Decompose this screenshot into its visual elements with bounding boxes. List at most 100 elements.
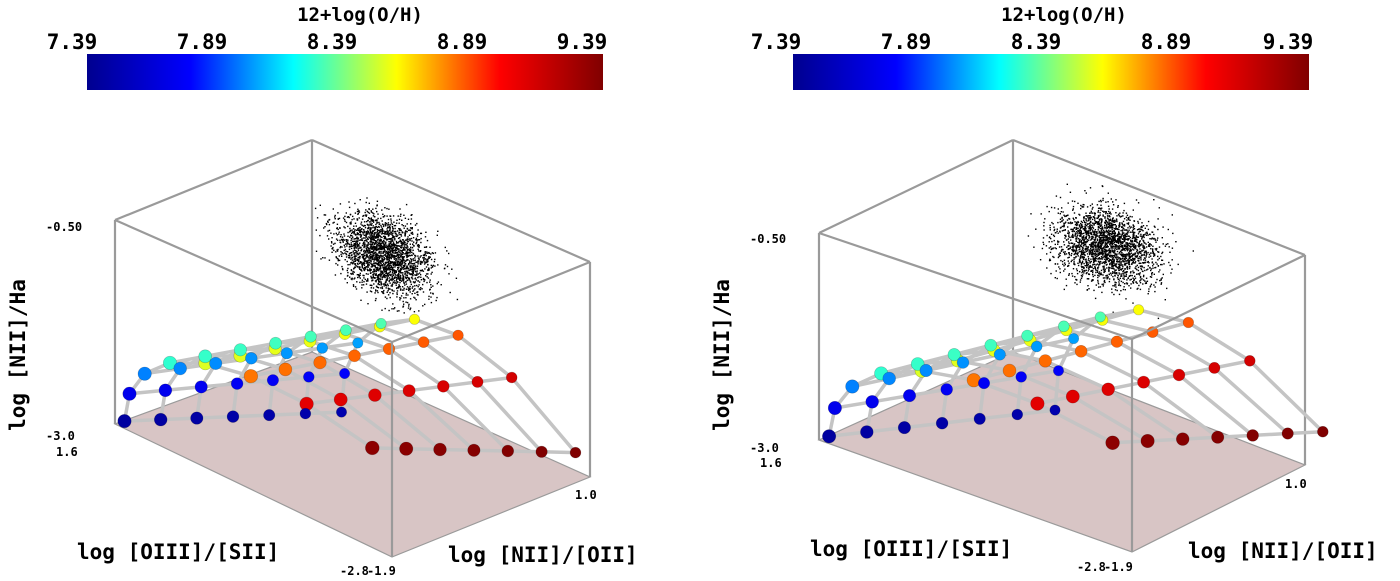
galaxy-point bbox=[1098, 241, 1100, 243]
galaxy-point bbox=[1075, 240, 1077, 242]
galaxy-point bbox=[1053, 239, 1055, 242]
galaxy-point bbox=[1121, 229, 1124, 231]
galaxy-point bbox=[1114, 272, 1116, 274]
galaxy-point bbox=[380, 217, 382, 220]
galaxy-point bbox=[347, 271, 349, 274]
galaxy-point bbox=[404, 235, 406, 237]
galaxy-point bbox=[361, 253, 364, 256]
galaxy-point bbox=[1119, 222, 1121, 224]
galaxy-point bbox=[1092, 227, 1095, 229]
galaxy-point bbox=[1124, 271, 1126, 274]
galaxy-point bbox=[1080, 265, 1083, 267]
galaxy-point bbox=[414, 292, 416, 294]
galaxy-point bbox=[1124, 264, 1127, 266]
galaxy-point bbox=[1050, 248, 1053, 250]
galaxy-point bbox=[1134, 231, 1136, 234]
galaxy-point bbox=[365, 209, 367, 211]
galaxy-point bbox=[1115, 269, 1117, 271]
galaxy-point bbox=[372, 242, 375, 244]
galaxy-point bbox=[1109, 259, 1111, 262]
galaxy-point bbox=[1048, 247, 1050, 249]
galaxy-point bbox=[1109, 241, 1111, 243]
galaxy-point bbox=[373, 277, 376, 279]
galaxy-point bbox=[385, 241, 387, 243]
galaxy-point bbox=[377, 276, 379, 278]
galaxy-point bbox=[1118, 261, 1120, 263]
galaxy-point bbox=[1140, 228, 1143, 231]
galaxy-point bbox=[389, 232, 391, 234]
galaxy-point bbox=[362, 215, 364, 217]
galaxy-point bbox=[371, 250, 373, 253]
galaxy-point bbox=[1116, 241, 1118, 244]
galaxy-point bbox=[1094, 267, 1096, 269]
galaxy-point bbox=[1165, 243, 1167, 246]
galaxy-point bbox=[391, 225, 394, 228]
galaxy-point bbox=[1074, 226, 1076, 229]
galaxy-point bbox=[382, 265, 384, 267]
galaxy-point bbox=[1120, 261, 1123, 263]
galaxy-point bbox=[349, 236, 351, 238]
galaxy-point bbox=[382, 213, 384, 215]
galaxy-point bbox=[386, 268, 388, 270]
galaxy-point bbox=[387, 238, 389, 240]
galaxy-point bbox=[1123, 228, 1125, 230]
galaxy-point bbox=[1088, 237, 1090, 239]
galaxy-point bbox=[372, 246, 375, 249]
galaxy-point bbox=[1099, 238, 1101, 240]
model-grid-node bbox=[882, 371, 896, 386]
galaxy-point bbox=[1057, 240, 1059, 242]
galaxy-point bbox=[1102, 250, 1104, 252]
galaxy-point bbox=[392, 252, 394, 254]
galaxy-point bbox=[1088, 228, 1090, 230]
galaxy-point bbox=[414, 285, 416, 287]
galaxy-point bbox=[376, 219, 378, 221]
colorbar bbox=[793, 54, 1309, 90]
galaxy-point bbox=[1078, 258, 1081, 260]
galaxy-point bbox=[1129, 248, 1132, 251]
galaxy-point bbox=[416, 245, 419, 247]
galaxy-point bbox=[365, 252, 367, 254]
galaxy-point bbox=[1104, 281, 1106, 284]
galaxy-point bbox=[404, 233, 406, 235]
galaxy-point bbox=[402, 266, 405, 268]
galaxy-point bbox=[1072, 248, 1074, 250]
galaxy-point bbox=[409, 268, 411, 270]
galaxy-point bbox=[1083, 267, 1085, 269]
galaxy-point bbox=[424, 262, 427, 264]
galaxy-point bbox=[1118, 232, 1120, 234]
galaxy-point bbox=[330, 232, 332, 234]
galaxy-point bbox=[375, 207, 377, 210]
galaxy-point bbox=[1059, 271, 1061, 274]
galaxy-point bbox=[353, 252, 355, 254]
galaxy-point bbox=[382, 292, 385, 295]
galaxy-point bbox=[1103, 271, 1106, 273]
galaxy-point bbox=[1127, 217, 1129, 219]
galaxy-point bbox=[367, 242, 369, 244]
galaxy-point bbox=[387, 233, 389, 235]
galaxy-point bbox=[1108, 225, 1110, 228]
galaxy-point bbox=[378, 280, 380, 282]
galaxy-point bbox=[1132, 228, 1135, 231]
galaxy-point bbox=[401, 239, 404, 241]
galaxy-point bbox=[1100, 230, 1102, 232]
galaxy-point bbox=[1126, 245, 1128, 248]
galaxy-point bbox=[1080, 220, 1083, 223]
galaxy-point bbox=[354, 243, 356, 245]
galaxy-point bbox=[1160, 279, 1162, 281]
galaxy-point bbox=[1100, 218, 1102, 220]
galaxy-point bbox=[423, 263, 426, 265]
galaxy-point bbox=[370, 251, 372, 253]
galaxy-point bbox=[1122, 224, 1124, 226]
galaxy-point bbox=[1134, 253, 1136, 256]
galaxy-point bbox=[1123, 237, 1125, 239]
galaxy-point bbox=[1154, 254, 1156, 257]
galaxy-point bbox=[404, 270, 406, 273]
galaxy-point bbox=[1068, 274, 1070, 276]
galaxy-point bbox=[341, 246, 343, 248]
galaxy-point bbox=[380, 251, 382, 253]
galaxy-point bbox=[1129, 219, 1131, 221]
galaxy-point bbox=[391, 289, 393, 291]
galaxy-point bbox=[402, 300, 404, 303]
galaxy-point bbox=[390, 243, 393, 245]
galaxy-point bbox=[428, 251, 430, 254]
